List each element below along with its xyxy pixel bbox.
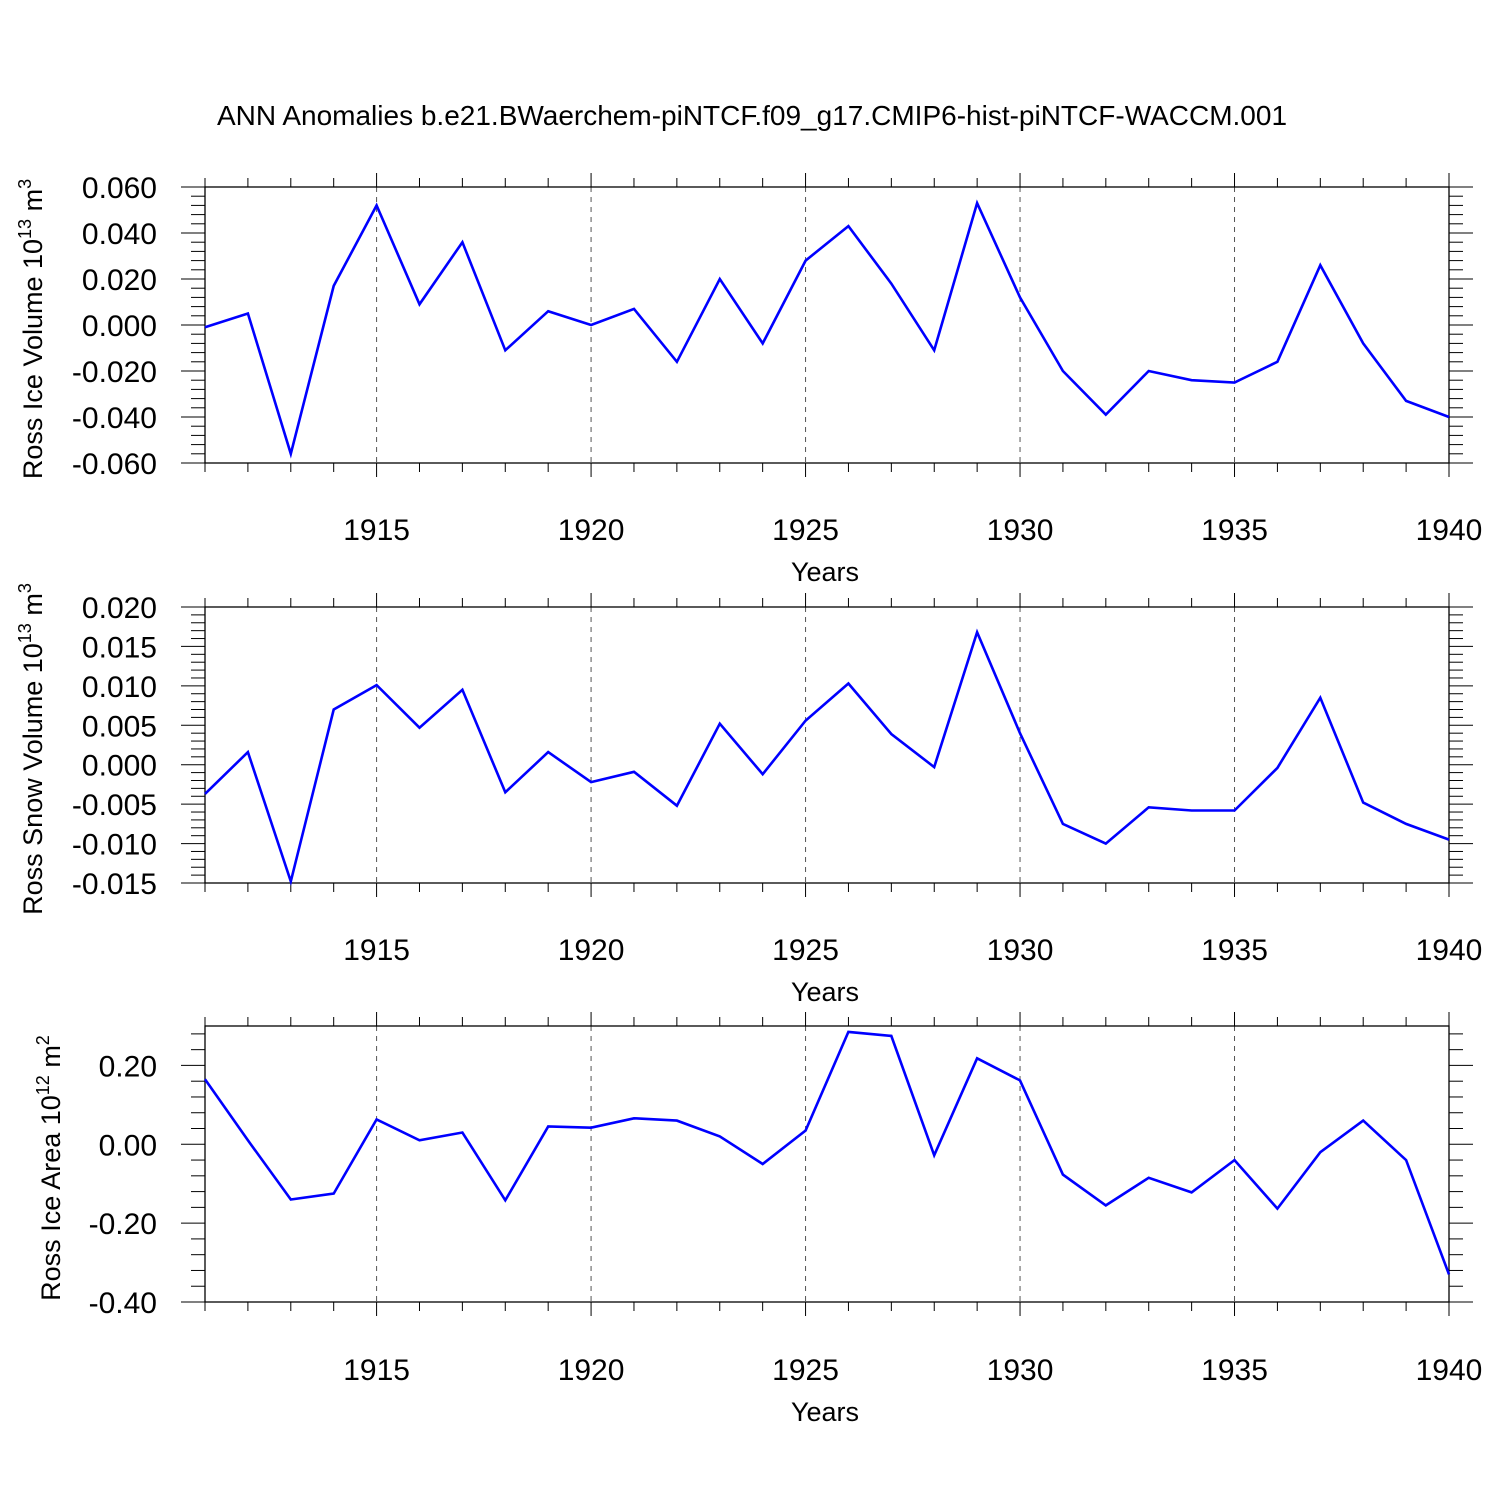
y-tick-label: 0.060 (82, 172, 157, 205)
y-tick-label: 0.015 (82, 631, 157, 664)
x-tick-label: 1915 (343, 514, 410, 547)
x-tick-label: 1935 (1201, 514, 1268, 547)
ross-ice-area-panel: 0.200.00-0.20-0.40 1915 1920 1925 1930 1935 1… (33, 1012, 1482, 1427)
y-axis-label: Ross Snow Volume 1013 m3 (15, 583, 48, 915)
x-tick-label: 1925 (772, 1354, 839, 1387)
x-tick-labels: 1915 1920 1925 1930 1935 1940 (343, 1354, 1482, 1387)
tick-marks (181, 173, 1473, 477)
x-tick-labels: 1915 1920 1925 1930 1935 1940 (343, 514, 1482, 547)
plot-frame (204, 606, 1450, 884)
plot-frame (204, 186, 1450, 464)
ross-ice-volume-panel: 0.060 0.040 0.020 0.000 -0.020 -0.040 -0.060 1… (15, 172, 1482, 587)
ross-snow-volume-line (204, 628, 1450, 887)
y-tick-labels: 0.020 0.015 0.010 0.005 0.000 -0.005 -0.010 -0.… (72, 592, 157, 901)
ross-ice-area-line (203, 1030, 1451, 1275)
y-tick-label: 0.005 (82, 710, 157, 743)
y-tick-label: 0.040 (82, 218, 157, 251)
figure-title: ANN Anomalies b.e21.BWaerchem-piNTCF.f09… (217, 100, 1287, 131)
data-points (204, 203, 1450, 454)
tick-marks (181, 593, 1473, 897)
panel-grid (376, 187, 1236, 463)
panel-grid (376, 607, 1236, 883)
y-tick-label: 0.020 (82, 592, 157, 625)
tick-marks (181, 1012, 1473, 1316)
y-tick-labels: 0.20 0.00 -0.20 -0.40 (89, 1050, 157, 1320)
x-tick-labels: 1915 1920 1925 1930 1935 1940 (343, 934, 1482, 967)
x-tick-label: 1915 (343, 934, 410, 967)
y-tick-label: 0.000 (82, 750, 157, 783)
x-tick-label: 1935 (1201, 934, 1268, 967)
y-tick-label: -0.040 (72, 402, 157, 435)
x-tick-label: 1930 (987, 934, 1054, 967)
y-tick-label: -0.40 (89, 1287, 157, 1320)
x-tick-label: 1920 (558, 514, 625, 547)
y-axis-label: Ross Ice Area 1012 m2 (33, 1035, 66, 1301)
x-axis-label: Years (791, 1397, 859, 1427)
y-tick-label: -0.020 (72, 356, 157, 389)
x-axis-label: Years (791, 977, 859, 1007)
y-tick-labels: 0.060 0.040 0.020 0.000 -0.020 -0.040 -0.060 (72, 172, 157, 481)
plot-frame (204, 1025, 1450, 1303)
x-tick-label: 1920 (558, 1354, 625, 1387)
x-tick-label: 1930 (987, 1354, 1054, 1387)
x-tick-label: 1940 (1416, 1354, 1483, 1387)
x-tick-label: 1940 (1416, 934, 1483, 967)
y-tick-label: -0.20 (89, 1208, 157, 1241)
ross-ice-volume-line (204, 199, 1450, 459)
data-points (204, 632, 1450, 882)
x-tick-label: 1935 (1201, 1354, 1268, 1387)
x-axis-label: Years (791, 557, 859, 587)
x-tick-label: 1920 (558, 934, 625, 967)
x-tick-label: 1930 (987, 514, 1054, 547)
panel-grid (376, 1026, 1236, 1302)
y-tick-label: -0.005 (72, 789, 157, 822)
x-tick-label: 1915 (343, 1354, 410, 1387)
x-tick-label: 1940 (1416, 514, 1483, 547)
x-tick-label: 1925 (772, 934, 839, 967)
y-tick-label: -0.015 (72, 868, 157, 901)
ross-snow-volume-panel: 0.020 0.015 0.010 0.005 0.000 -0.005 -0.010 -0.… (15, 583, 1482, 1007)
y-tick-label: 0.020 (82, 264, 157, 297)
y-tick-label: 0.20 (99, 1050, 157, 1083)
x-tick-label: 1925 (772, 514, 839, 547)
y-tick-label: 0.00 (99, 1129, 157, 1162)
y-tick-label: 0.000 (82, 310, 157, 343)
y-axis-label: Ross Ice Volume 1013 m3 (15, 179, 48, 479)
data-points (204, 1031, 1450, 1275)
y-tick-label: 0.010 (82, 671, 157, 704)
y-tick-label: -0.060 (72, 448, 157, 481)
y-tick-label: -0.010 (72, 829, 157, 862)
